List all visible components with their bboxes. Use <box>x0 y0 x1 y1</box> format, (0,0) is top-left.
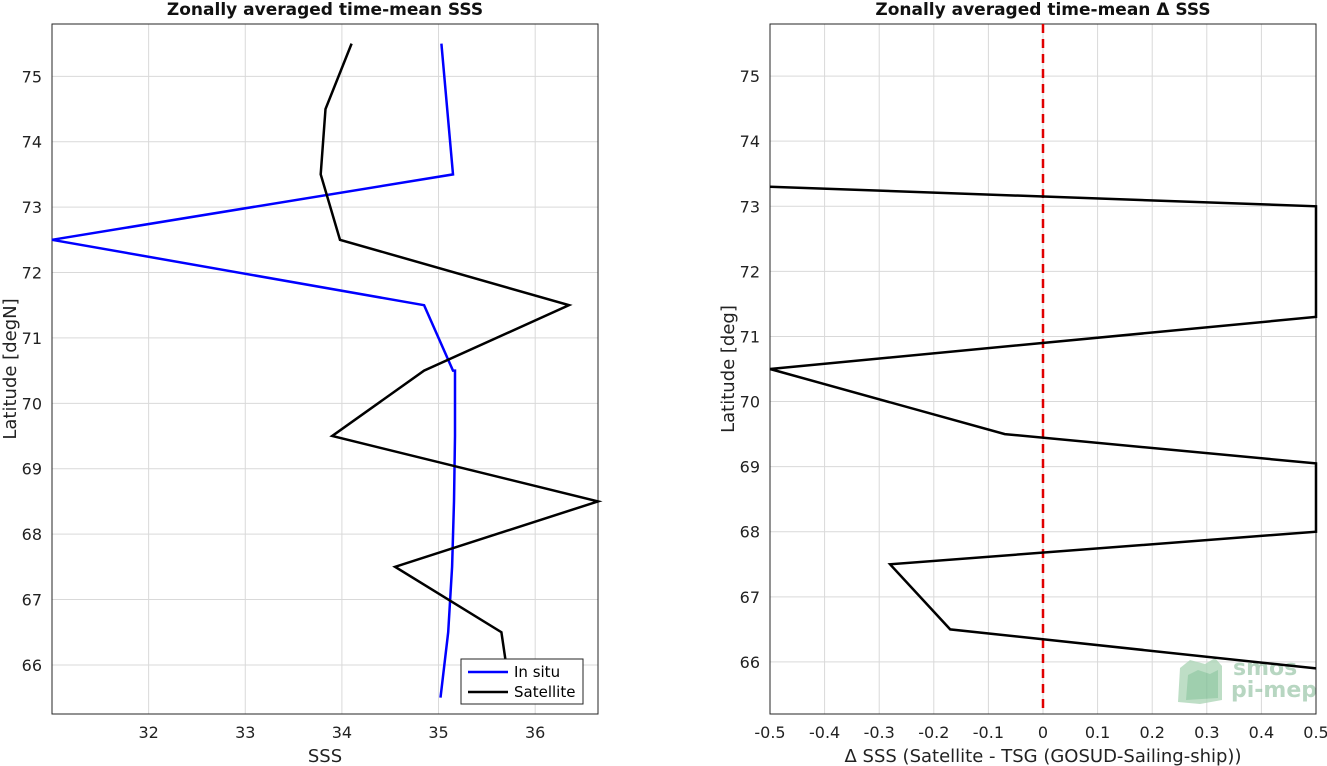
left-panel: 32 33 34 35 36 66 67 68 69 70 71 72 73 74 75 Zonally … <box>0 0 603 766</box>
left-x-tick-labels: 32 33 34 35 36 <box>138 723 545 742</box>
right-chart-title: Zonally averaged time-mean Δ SSS <box>875 0 1210 20</box>
left-y-axis-label: Latitude [degN] <box>0 298 21 439</box>
left-x-axis-label: SSS <box>308 746 342 766</box>
right-y-tick-label: 74 <box>740 132 760 151</box>
left-y-tick-label: 68 <box>22 525 42 544</box>
right-x-tick-label: 0.4 <box>1249 723 1274 742</box>
left-series-lines <box>51 43 603 698</box>
right-x-tick-label: 0.3 <box>1194 723 1219 742</box>
smos-pi-mep-logo: smos pi-mep <box>1178 656 1317 704</box>
left-plot-frame <box>51 23 599 715</box>
right-x-tick-label: -0.2 <box>918 723 949 742</box>
left-y-tick-label: 67 <box>22 591 42 610</box>
right-x-tick-label: -0.4 <box>809 723 840 742</box>
right-x-tick-label: -0.5 <box>754 723 785 742</box>
right-x-tick-label: -0.3 <box>864 723 895 742</box>
left-grid <box>52 24 598 714</box>
right-y-tick-label: 72 <box>740 262 760 281</box>
right-x-tick-label: 0.2 <box>1139 723 1164 742</box>
logo-text-line2: pi-mep <box>1231 678 1317 703</box>
right-series-lines <box>769 185 1318 670</box>
right-y-tick-label: 69 <box>740 458 760 477</box>
left-y-tick-labels: 66 67 68 69 70 71 72 73 74 75 <box>22 67 42 675</box>
series-line-in-situ <box>51 43 457 698</box>
legend-label-satellite: Satellite <box>514 683 575 701</box>
right-y-tick-label: 73 <box>740 197 760 216</box>
right-y-tick-label: 66 <box>740 653 760 672</box>
left-chart-title: Zonally averaged time-mean SSS <box>167 0 483 20</box>
left-y-tick-label: 70 <box>22 394 42 413</box>
right-y-axis-label: Latitude [deg] <box>718 305 739 433</box>
left-x-tick-label: 34 <box>332 723 352 742</box>
right-y-tick-label: 70 <box>740 393 760 412</box>
left-x-tick-label: 33 <box>235 723 255 742</box>
right-y-tick-label: 68 <box>740 523 760 542</box>
left-y-tick-label: 73 <box>22 198 42 217</box>
right-y-tick-label: 67 <box>740 588 760 607</box>
right-x-tick-label: -0.1 <box>973 723 1004 742</box>
left-y-tick-label: 75 <box>22 67 42 86</box>
right-y-tick-label: 75 <box>740 67 760 86</box>
left-y-tick-label: 74 <box>22 133 42 152</box>
right-x-tick-labels: -0.5 -0.4 -0.3 -0.2 -0.1 0 0.1 0.2 0.3 0.4 0.5 <box>754 723 1327 742</box>
left-y-tick-label: 69 <box>22 460 42 479</box>
right-x-tick-label: 0 <box>1038 723 1048 742</box>
right-x-axis-label: Δ SSS (Satellite - TSG (GOSUD-Sailing-sh… <box>845 746 1242 766</box>
legend-box <box>460 658 584 705</box>
legend-label-in-situ: In situ <box>514 663 560 681</box>
right-y-tick-label: 71 <box>740 327 760 346</box>
right-x-tick-label: 0.5 <box>1303 723 1327 742</box>
legend: In situ Satellite <box>460 658 584 705</box>
right-x-tick-label: 0.1 <box>1085 723 1110 742</box>
right-y-tick-labels: 66 67 68 69 70 71 72 73 74 75 <box>740 67 760 672</box>
left-y-tick-label: 72 <box>22 264 42 283</box>
logo-wave-shape-2 <box>1186 670 1218 700</box>
left-x-tick-label: 36 <box>525 723 545 742</box>
left-y-tick-label: 66 <box>22 656 42 675</box>
left-x-tick-label: 32 <box>138 723 158 742</box>
series-line-satellite <box>319 43 603 698</box>
series-line-series-0 <box>769 185 1318 670</box>
right-panel: smos pi-mep -0.5 -0.4 -0.3 -0.2 -0.1 0 0.1 0.2 0… <box>718 0 1327 766</box>
left-y-tick-label: 71 <box>22 329 42 348</box>
left-x-tick-label: 35 <box>428 723 448 742</box>
